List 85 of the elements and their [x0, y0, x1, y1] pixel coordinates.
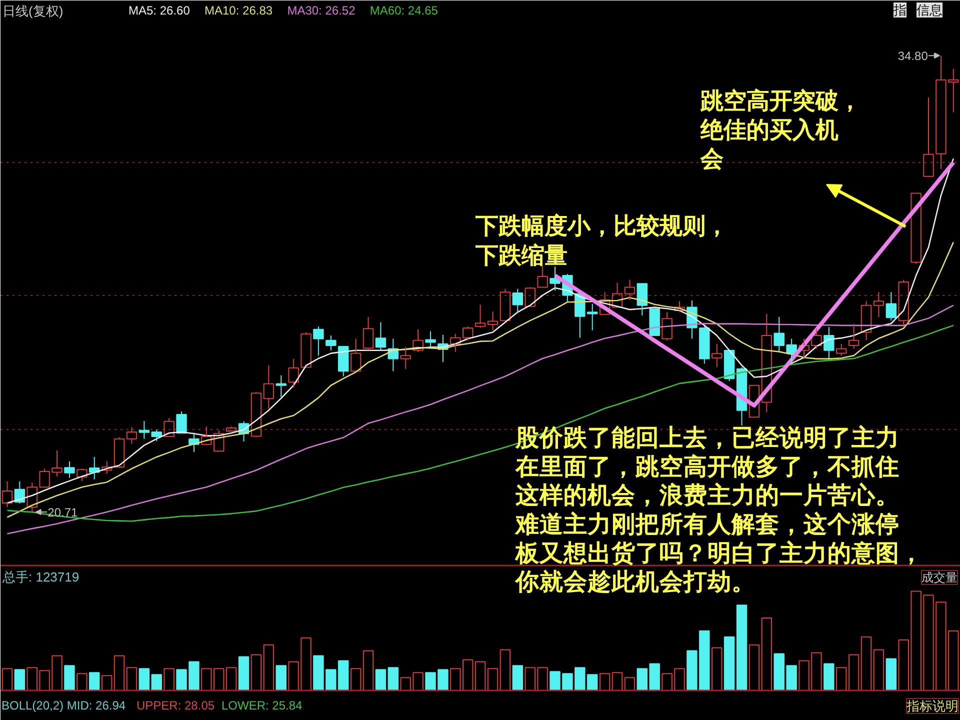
- candlestick: [250, 392, 262, 438]
- bar: [748, 644, 760, 691]
- bar: [238, 656, 250, 691]
- candlestick: [400, 346, 411, 370]
- bar: [500, 649, 511, 691]
- candlestick: [674, 300, 685, 313]
- bar: [487, 668, 498, 691]
- annotation: 20.71: [48, 506, 78, 520]
- bar: [14, 669, 26, 691]
- bar: [860, 636, 872, 691]
- annotation: 34.80: [898, 49, 928, 64]
- candlestick: [126, 426, 138, 444]
- candlestick: [76, 468, 88, 482]
- candlestick: [699, 326, 710, 364]
- candlestick: [425, 330, 436, 348]
- candlestick: [313, 326, 324, 356]
- text: MA30: 26.52: [287, 4, 356, 18]
- candlestick: [412, 328, 424, 353]
- bar: [350, 668, 362, 691]
- candlestick: [624, 279, 636, 300]
- text: MA10: 26.83: [204, 4, 273, 18]
- text: LOWER: 25.84: [222, 698, 303, 712]
- bar: [151, 674, 162, 691]
- candlestick: [138, 420, 150, 440]
- candlestick: [101, 460, 112, 474]
- bar: [164, 668, 174, 691]
- bar: [114, 655, 125, 691]
- candlestick: [2, 480, 13, 508]
- candlestick: [824, 326, 834, 360]
- candlestick: [761, 313, 772, 413]
- bar: [824, 663, 834, 691]
- annotation: 下跌幅度小，比较规则，下跌缩量: [474, 212, 728, 270]
- candlestick: [26, 482, 38, 513]
- bar: [276, 665, 286, 691]
- candlestick: [288, 358, 299, 388]
- bar: [649, 663, 660, 691]
- candlestick: [375, 322, 386, 351]
- candlestick: [848, 323, 860, 350]
- bar: [886, 658, 897, 691]
- annotation: 跳空高开突破，绝佳的买入机会: [700, 88, 862, 172]
- candlestick: [798, 338, 810, 360]
- candlestick: [64, 461, 75, 478]
- bar: [2, 668, 13, 691]
- bar: [848, 654, 860, 691]
- bar: [388, 667, 399, 691]
- text: 成交量: [922, 570, 958, 584]
- bar: [836, 667, 847, 691]
- candlestick: [362, 316, 374, 351]
- bar: [126, 667, 138, 691]
- candlestick: [276, 374, 286, 398]
- candlestick: [712, 343, 722, 368]
- bar: [250, 654, 262, 691]
- bar: [138, 668, 150, 691]
- annotation: 指: [892, 2, 906, 18]
- text: UPPER: 28.05: [136, 698, 215, 712]
- bar: [712, 647, 722, 691]
- candlestick: [873, 292, 884, 318]
- bar: [64, 665, 75, 691]
- candlestick: [662, 312, 672, 341]
- chart-title: 总手: 123719: [2, 570, 80, 584]
- candlestick: [263, 364, 274, 410]
- bar: [263, 644, 274, 691]
- candlestick: [326, 334, 336, 351]
- bar: [89, 672, 100, 691]
- bar: [761, 618, 772, 691]
- text: MA5: 26.60: [128, 4, 190, 18]
- candlestick: [512, 288, 524, 314]
- bar: [474, 661, 486, 691]
- bar: [362, 650, 374, 691]
- text: BOLL(20,2) MID: 26.94: [2, 698, 126, 712]
- bar: [375, 669, 386, 691]
- candlestick: [487, 311, 498, 331]
- candlestick: [860, 300, 872, 341]
- bar: [873, 649, 884, 691]
- bar: [724, 636, 735, 691]
- text: MA60: 24.65: [370, 4, 438, 18]
- candlestick: [474, 304, 486, 329]
- candlestick: [886, 292, 897, 322]
- bar: [226, 667, 237, 691]
- bar: [636, 668, 648, 691]
- annotation: 信息: [916, 2, 942, 18]
- bar: [512, 665, 524, 691]
- text: 指标说明: [906, 698, 958, 714]
- bar: [736, 604, 748, 691]
- chart-title: 日线(复权): [2, 4, 64, 18]
